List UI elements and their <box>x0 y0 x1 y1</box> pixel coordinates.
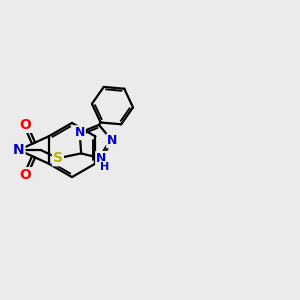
Text: N: N <box>96 152 106 165</box>
Text: N: N <box>107 134 118 147</box>
Text: O: O <box>20 168 32 182</box>
Text: N: N <box>74 126 85 139</box>
Text: H: H <box>100 162 109 172</box>
Text: S: S <box>53 151 63 165</box>
Text: O: O <box>20 118 32 132</box>
Text: N: N <box>13 143 25 157</box>
